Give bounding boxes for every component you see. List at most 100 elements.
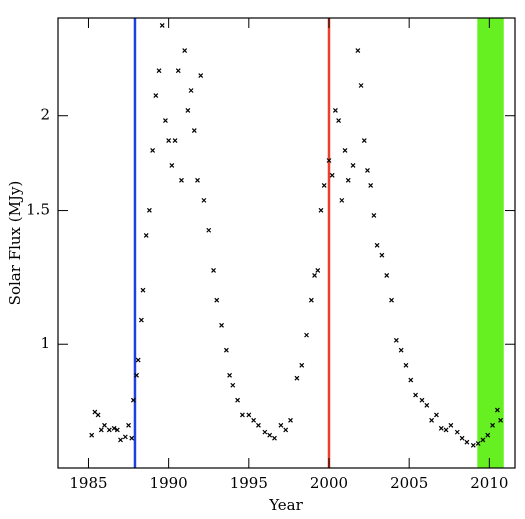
data-point [175, 68, 181, 74]
data-point [89, 432, 95, 438]
data-point [114, 427, 120, 433]
data-point [138, 317, 144, 323]
data-point [371, 213, 377, 218]
data-point [470, 442, 476, 448]
data-point [122, 434, 128, 440]
y-axis-label: Solar Flux (MJy) [6, 181, 24, 306]
data-point [358, 83, 364, 88]
data-point [185, 108, 191, 113]
data-point [143, 233, 149, 238]
data-point [448, 422, 454, 428]
data-point [106, 427, 112, 433]
data-point [239, 412, 245, 418]
data-point [379, 252, 385, 258]
data-point [188, 88, 194, 93]
data-point [251, 417, 257, 423]
data-point [308, 297, 314, 303]
data-point [150, 148, 156, 153]
x-axis-label: Year [268, 496, 303, 514]
data-point [490, 422, 495, 428]
data-point [262, 429, 268, 435]
data-point [361, 138, 367, 143]
data-point [159, 23, 165, 28]
data-point [126, 422, 131, 428]
data-point [146, 207, 152, 213]
data-point [288, 417, 293, 423]
data-point [227, 372, 232, 378]
data-point [403, 362, 409, 368]
data-point [129, 435, 135, 441]
data-point [365, 168, 370, 173]
data-point [345, 177, 351, 183]
data-point [494, 407, 500, 413]
data-point [413, 392, 419, 398]
data-point [485, 432, 491, 438]
data-point [350, 163, 356, 168]
data-point [304, 332, 309, 338]
x-tick-label: 1995 [230, 474, 268, 492]
data-point [134, 372, 139, 378]
data-point [459, 435, 465, 441]
data-point [140, 287, 146, 293]
x-tick-label: 2010 [470, 474, 508, 492]
data-point [339, 197, 345, 203]
data-point [267, 432, 273, 438]
data-point [169, 163, 175, 168]
data-point [454, 429, 460, 435]
y-tick-label: 1 [40, 334, 50, 352]
data-point [342, 148, 348, 153]
data-point [419, 397, 425, 403]
data-point [198, 73, 204, 78]
data-point [182, 48, 188, 53]
data-point [256, 422, 261, 428]
data-point [111, 425, 117, 431]
data-point [272, 435, 277, 441]
data-point [312, 273, 317, 278]
data-point [321, 182, 327, 188]
x-tick-label: 1990 [150, 474, 188, 492]
data-point [315, 267, 321, 273]
x-tick-label: 2000 [310, 474, 348, 492]
data-point [211, 267, 216, 273]
data-point [374, 242, 380, 248]
data-point [389, 297, 394, 303]
data-point [163, 118, 168, 123]
data-point [294, 375, 300, 381]
data-point [195, 177, 200, 183]
data-point [480, 437, 486, 443]
data-point [398, 347, 404, 353]
data-point [336, 118, 342, 123]
data-point [318, 207, 324, 213]
data-point [368, 182, 374, 188]
data-point [135, 357, 141, 363]
data-point [219, 322, 224, 328]
data-point [283, 427, 289, 433]
data-point [355, 48, 361, 53]
data-point [230, 382, 236, 388]
data-point [223, 347, 229, 353]
data-point [329, 172, 335, 178]
data-point [438, 425, 444, 431]
data-point [179, 177, 184, 183]
data-point [191, 128, 197, 133]
data-point [384, 273, 390, 278]
data-point [95, 412, 101, 418]
data-point [153, 93, 159, 98]
data-point [424, 402, 430, 408]
data-point [475, 441, 481, 446]
data-point [434, 412, 439, 418]
data-point [332, 108, 338, 113]
data-point [235, 397, 241, 403]
data-point [393, 337, 399, 343]
data-point [464, 439, 470, 445]
data-point [498, 417, 503, 423]
data-point [299, 362, 305, 368]
plot-frame [57, 17, 516, 469]
data-point [172, 138, 178, 143]
data-point [246, 412, 252, 418]
data-point [214, 297, 220, 303]
data-point [98, 427, 104, 433]
data-point [201, 197, 207, 203]
data-point [102, 422, 107, 428]
